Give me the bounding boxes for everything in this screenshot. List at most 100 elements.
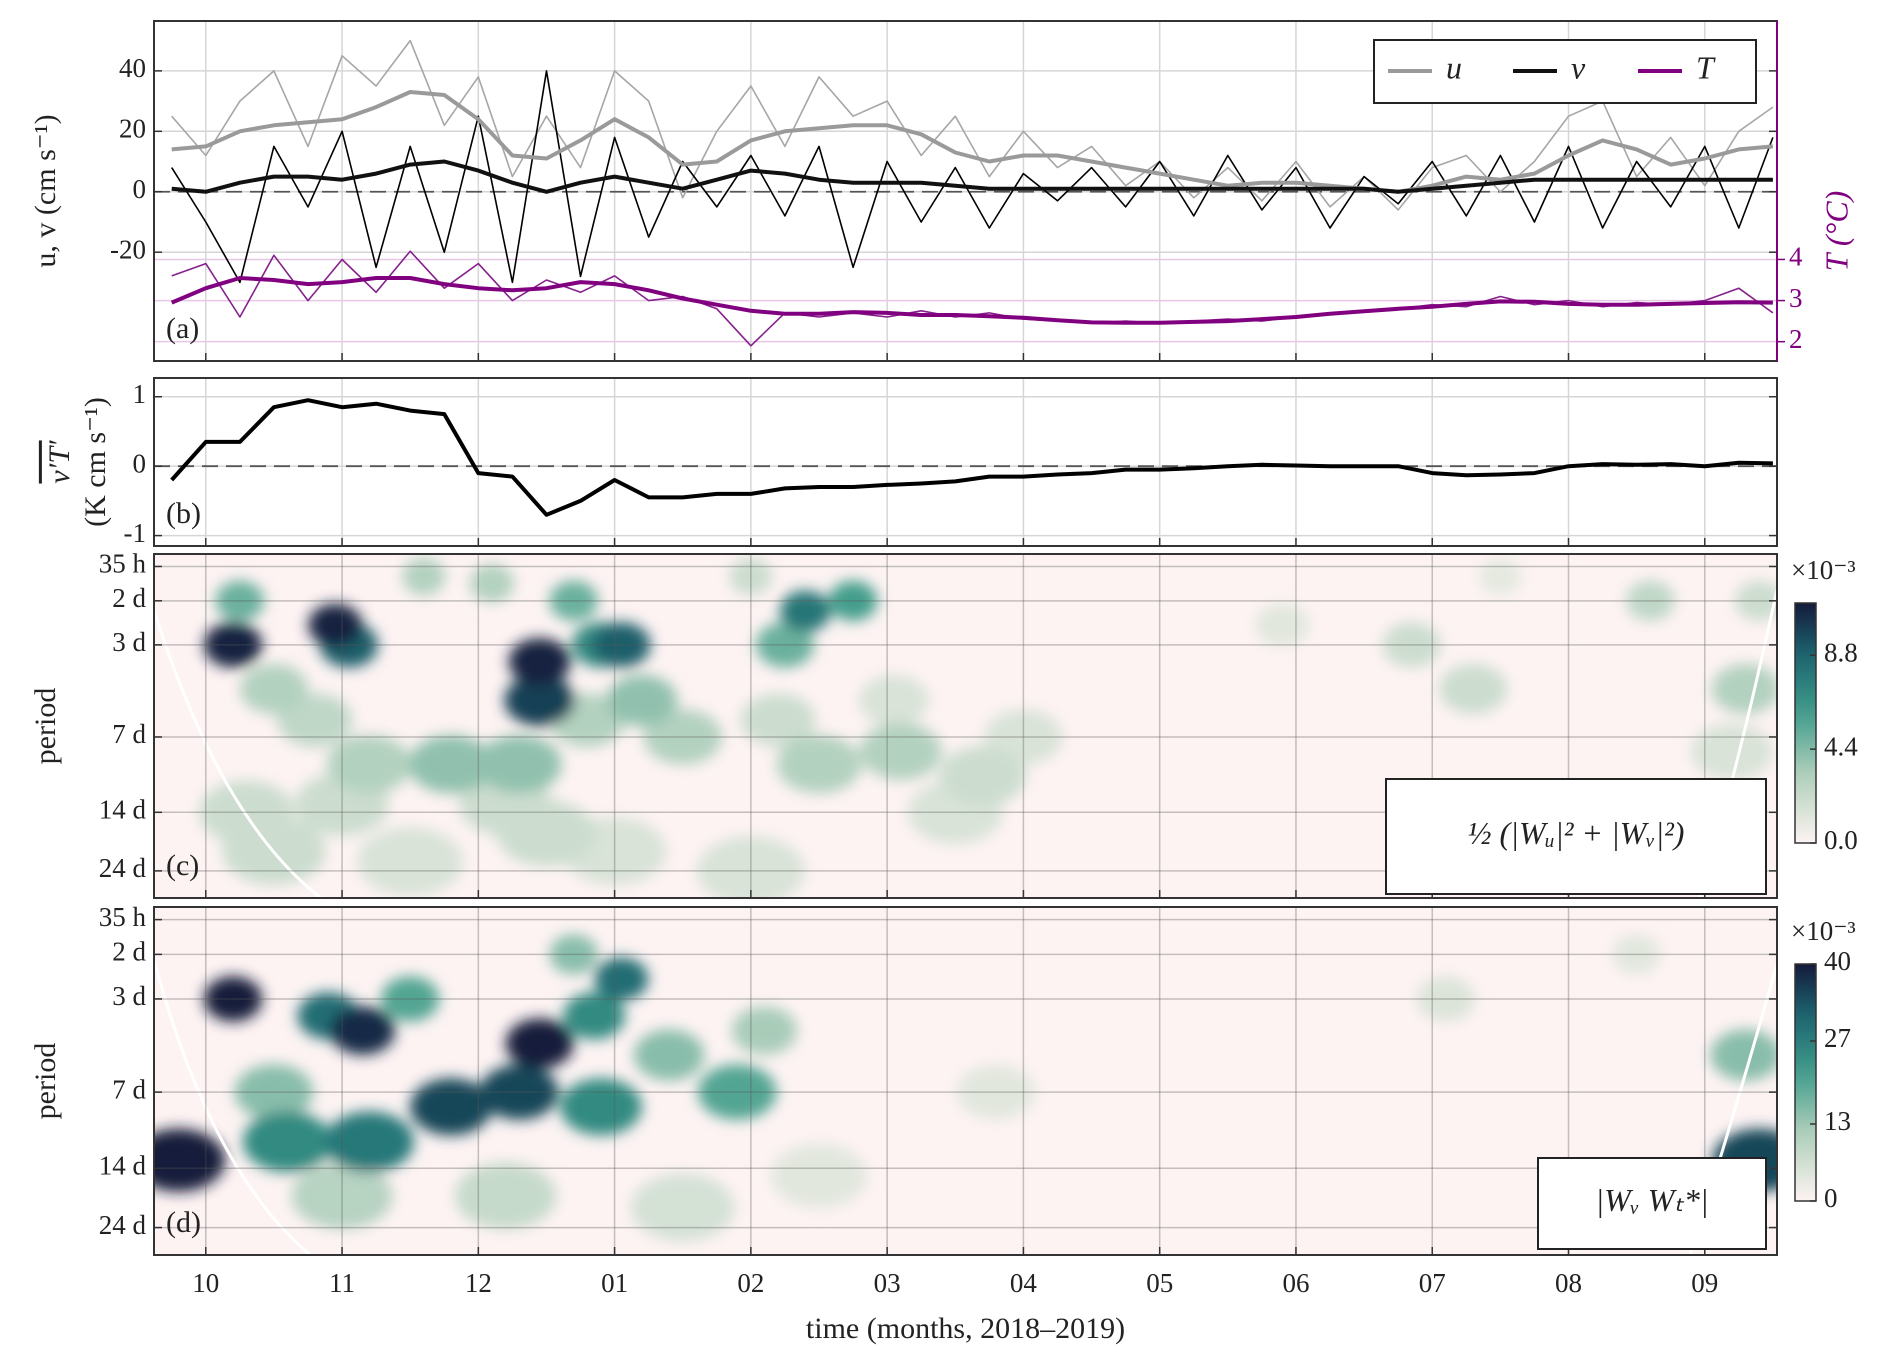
x-tick-label: 09 bbox=[1691, 1268, 1718, 1298]
x-axis-label: time (months, 2018–2019) bbox=[806, 1312, 1125, 1345]
panel-background bbox=[154, 378, 1777, 546]
contour-cell bbox=[324, 1111, 415, 1173]
series-line bbox=[171, 39, 1774, 211]
x-tick-label: 01 bbox=[601, 1268, 628, 1298]
annotation-box bbox=[1537, 1157, 1767, 1250]
contour-cell bbox=[696, 835, 805, 898]
contour-cell bbox=[357, 826, 464, 896]
contour-cell bbox=[496, 800, 597, 867]
x-tick-label: 03 bbox=[874, 1268, 901, 1298]
contour-cell bbox=[828, 580, 878, 621]
y-tick-label: 24 d bbox=[99, 853, 147, 883]
plot-area bbox=[154, 907, 1777, 1255]
colorbar bbox=[1794, 963, 1817, 1202]
contour-cell bbox=[203, 622, 263, 668]
y2-tick-label: 3 bbox=[1789, 283, 1803, 313]
y2-axis-label: T (°C) bbox=[1818, 191, 1854, 272]
y-tick-label: 0 bbox=[133, 174, 147, 204]
y-tick-label: 20 bbox=[119, 114, 146, 144]
contour-cell bbox=[770, 1143, 868, 1209]
y-tick-label: -20 bbox=[110, 234, 146, 264]
contour-cell bbox=[504, 674, 575, 727]
contour-cell bbox=[203, 976, 263, 1022]
contour-cell bbox=[594, 957, 649, 1001]
contour-cell bbox=[697, 1064, 777, 1120]
y-tick-label: -1 bbox=[124, 518, 147, 548]
contour-cell bbox=[454, 1162, 557, 1230]
contour-cell bbox=[938, 745, 1027, 806]
y-tick-label: 7 d bbox=[112, 1074, 146, 1104]
x-tick-label: 08 bbox=[1555, 1268, 1582, 1298]
legend-label: T bbox=[1696, 49, 1716, 85]
y-tick-label: 14 d bbox=[99, 1151, 147, 1181]
contour-cell bbox=[563, 992, 626, 1040]
y-tick-label: 2 d bbox=[112, 937, 146, 967]
x-tick-label: 07 bbox=[1419, 1268, 1446, 1298]
contour-cell bbox=[408, 735, 494, 794]
contour-cell bbox=[479, 1064, 559, 1120]
x-tick-label: 04 bbox=[1010, 1268, 1038, 1298]
y-tick-label: 7 d bbox=[112, 719, 146, 749]
contour-cell bbox=[154, 1128, 226, 1192]
contour-cell bbox=[242, 1111, 333, 1173]
contour-cell bbox=[630, 1173, 735, 1242]
colorbar-label: ×10⁻³ bbox=[1791, 555, 1856, 585]
panel-label: (b) bbox=[166, 497, 201, 530]
y-tick-label: 3 d bbox=[112, 981, 146, 1011]
legend-box bbox=[1373, 39, 1757, 104]
y-tick-label: 0 bbox=[133, 448, 147, 478]
y-axis-label: (K cm s⁻¹) bbox=[79, 397, 112, 527]
contour-cell bbox=[1439, 663, 1508, 714]
contour-cell bbox=[1711, 663, 1777, 714]
colorbar-tick-label: 27 bbox=[1824, 1023, 1851, 1053]
panel-frame bbox=[153, 906, 1778, 1256]
y-tick-label: 2 d bbox=[112, 583, 146, 613]
contour-cell bbox=[291, 1162, 393, 1230]
colorbar-tick-label: 0 bbox=[1824, 1183, 1838, 1213]
annotation: ½ (|Wᵤ|² + |Wᵥ|²) bbox=[1468, 815, 1685, 851]
contour-cell bbox=[308, 603, 363, 647]
contour-cell bbox=[740, 693, 816, 747]
contour-cell bbox=[410, 1078, 493, 1136]
panel-label: (d) bbox=[166, 1206, 201, 1239]
y-axis-label: v′T′ bbox=[43, 440, 76, 484]
contour-cell bbox=[381, 976, 440, 1022]
colorbar-tick-label: 4.4 bbox=[1824, 731, 1858, 761]
x-tick-label: 12 bbox=[465, 1268, 492, 1298]
cone-of-influence bbox=[154, 609, 322, 898]
plot-area bbox=[154, 554, 1777, 898]
annotation: |Wᵥ Wₜ*| bbox=[1595, 1182, 1708, 1218]
y-tick-label: 35 h bbox=[99, 549, 147, 579]
contour-cell bbox=[476, 735, 562, 794]
plot-area bbox=[154, 378, 1777, 546]
series-line bbox=[171, 159, 1773, 194]
series-line bbox=[170, 398, 1773, 517]
y-tick-label: 24 d bbox=[99, 1210, 147, 1240]
y2-tick-label: 2 bbox=[1789, 324, 1803, 354]
contour-cell bbox=[1255, 603, 1310, 647]
contour-cell bbox=[549, 934, 599, 975]
contour-cell bbox=[560, 1078, 642, 1136]
legend-label: v bbox=[1571, 49, 1586, 85]
panel-label: (c) bbox=[166, 849, 199, 882]
contour-cell bbox=[729, 557, 773, 596]
colorbar-label: ×10⁻³ bbox=[1791, 916, 1856, 946]
contour-cell bbox=[606, 674, 678, 727]
legend-label: u bbox=[1446, 49, 1462, 85]
contour-cell bbox=[469, 563, 515, 603]
contour-cell bbox=[326, 735, 412, 794]
y-axis-label: u, v (cm s⁻¹) bbox=[29, 114, 62, 267]
y-tick-label: 35 h bbox=[99, 902, 147, 932]
annotation-box bbox=[1385, 778, 1767, 895]
colorbar-tick-label: 8.8 bbox=[1824, 637, 1858, 667]
contour-cell bbox=[776, 735, 862, 794]
contour-cell bbox=[779, 590, 831, 632]
x-tick-label: 05 bbox=[1146, 1268, 1173, 1298]
y-tick-label: 3 d bbox=[112, 627, 146, 657]
contour-field bbox=[154, 934, 1777, 1242]
contour-cell bbox=[505, 1018, 574, 1069]
contour-cell bbox=[643, 709, 723, 765]
x-tick-label: 02 bbox=[737, 1268, 764, 1298]
contour-cell bbox=[633, 1029, 705, 1081]
